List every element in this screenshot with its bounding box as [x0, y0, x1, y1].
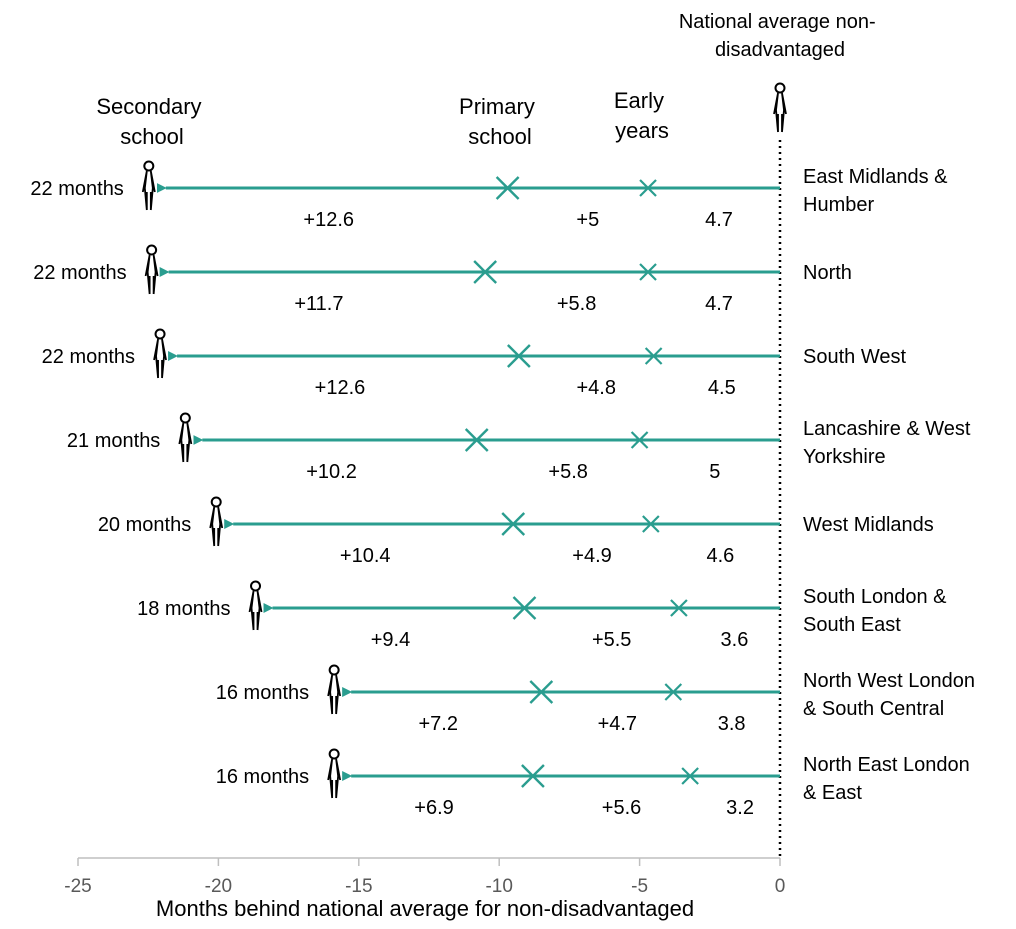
- national-average-figure: [773, 82, 787, 133]
- primary-increment-label: +4.9: [572, 545, 611, 567]
- secondary-increment-label: +6.9: [414, 797, 453, 819]
- secondary-increment-label: +7.2: [418, 713, 457, 735]
- early-years-marker: [639, 263, 657, 281]
- secondary-increment-label: +12.6: [315, 377, 366, 399]
- secondary-increment-label: +11.7: [294, 293, 343, 315]
- region-row: 16 months +6.9 +5.6 3.2 North East London & E…: [216, 748, 970, 819]
- primary-marker: [463, 428, 490, 452]
- total-months-label: 18 months: [137, 598, 230, 620]
- region-row: 18 months +9.4 +5.5 3.6 South London & South …: [137, 580, 947, 651]
- region-name-label: North East London & East: [803, 754, 970, 804]
- secondary-increment-label: +12.6: [303, 209, 354, 231]
- pupil-figure: [178, 412, 193, 463]
- primary-marker: [500, 512, 527, 536]
- early-years-marker: [630, 431, 649, 449]
- primary-marker: [511, 596, 538, 620]
- region-name-label: North West London & South Central: [803, 670, 975, 720]
- region-row: 21 months +10.2 +5.8 5 Lancashire & West York…: [67, 412, 971, 483]
- early-years-marker: [670, 599, 688, 617]
- x-tick-label: 0: [775, 876, 786, 897]
- x-axis-title: Months behind national average for non-d…: [156, 896, 694, 921]
- primary-marker: [472, 260, 499, 284]
- early-years-marker: [644, 347, 663, 365]
- early-years-stage-label: Early years: [614, 88, 670, 143]
- secondary-stage-label: Secondary school: [96, 94, 207, 149]
- primary-marker: [519, 764, 546, 788]
- x-tick-label: -20: [205, 876, 232, 897]
- national-average-label: National average non- disadvantaged: [679, 11, 881, 61]
- x-tick-label: -25: [64, 876, 91, 897]
- primary-increment-label: +5.5: [592, 629, 631, 651]
- early-years-marker: [664, 683, 683, 701]
- x-axis: -25 -20 -15 -10 -5 0: [64, 857, 786, 897]
- region-name-label: West Midlands: [803, 514, 934, 536]
- primary-increment-label: +5.8: [548, 461, 587, 483]
- region-name-label: South West: [803, 346, 906, 368]
- x-tick-label: -5: [631, 876, 648, 897]
- region-name-label: South London & South East: [803, 586, 947, 636]
- early-years-value-label: 4.7: [705, 293, 733, 315]
- secondary-increment-label: +9.4: [371, 629, 410, 651]
- primary-marker: [505, 344, 532, 368]
- pupil-figure: [209, 496, 224, 547]
- early-years-value-label: 5: [709, 461, 720, 483]
- primary-increment-label: +5: [576, 209, 599, 231]
- primary-marker: [528, 680, 555, 704]
- primary-increment-label: +4.8: [577, 377, 616, 399]
- early-years-value-label: 4.6: [707, 545, 735, 567]
- total-months-label: 20 months: [98, 514, 191, 536]
- region-row: 16 months +7.2 +4.7 3.8 North West London & S…: [216, 664, 975, 735]
- secondary-increment-label: +10.2: [306, 461, 357, 483]
- total-months-label: 21 months: [67, 430, 160, 452]
- total-months-label: 16 months: [216, 682, 309, 704]
- early-years-value-label: 3.6: [721, 629, 749, 651]
- region-row: 22 months +11.7 +5.8 4.7 North: [33, 244, 852, 315]
- secondary-increment-label: +10.4: [340, 545, 391, 567]
- primary-marker: [494, 176, 521, 200]
- region-row: 20 months +10.4 +4.9 4.6 West Midlands: [98, 496, 934, 567]
- early-years-value-label: 3.2: [726, 797, 754, 819]
- stage-labels: Secondary school Primary school Early ye…: [96, 11, 881, 149]
- early-years-value-label: 4.5: [708, 377, 736, 399]
- early-years-value-label: 4.7: [705, 209, 733, 231]
- pupil-figure: [248, 580, 263, 631]
- total-months-label: 22 months: [42, 346, 135, 368]
- early-years-value-label: 3.8: [718, 713, 746, 735]
- total-months-label: 22 months: [30, 178, 123, 200]
- pupil-figure: [327, 664, 342, 715]
- region-rows: 22 months +12.6 +5 4.7 East Midlands & Humber…: [30, 160, 975, 819]
- total-months-label: 22 months: [33, 262, 126, 284]
- pupil-figure: [144, 244, 159, 295]
- x-tick-label: -10: [485, 876, 512, 897]
- pupil-figure: [141, 160, 156, 211]
- region-row: 22 months +12.6 +4.8 4.5 South West: [42, 328, 906, 399]
- primary-increment-label: +5.6: [602, 797, 641, 819]
- total-months-label: 16 months: [216, 766, 309, 788]
- pupil-figure: [327, 748, 342, 799]
- primary-stage-label: Primary school: [459, 94, 541, 149]
- pupil-figure: [153, 328, 168, 379]
- x-tick-label: -15: [345, 876, 372, 897]
- region-name-label: Lancashire & West Yorkshire: [803, 418, 971, 468]
- early-years-marker: [639, 179, 657, 197]
- early-years-marker: [642, 515, 660, 533]
- region-name-label: North: [803, 262, 852, 284]
- primary-increment-label: +5.8: [557, 293, 596, 315]
- early-years-marker: [681, 767, 699, 785]
- primary-increment-label: +4.7: [598, 713, 637, 735]
- region-row: 22 months +12.6 +5 4.7 East Midlands & Humber: [30, 160, 948, 231]
- region-name-label: East Midlands & Humber: [803, 166, 948, 216]
